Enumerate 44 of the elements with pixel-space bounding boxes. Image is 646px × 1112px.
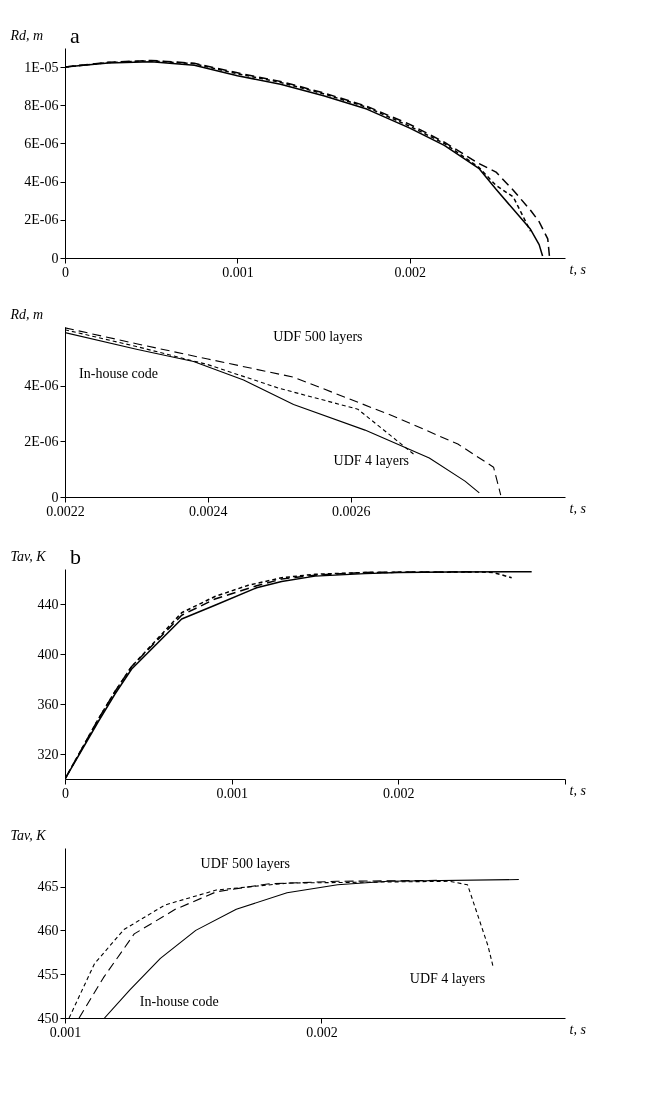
y-tick-label: 2E-06 [24,433,59,449]
y-tick-label: 4E-06 [24,174,59,190]
y-axis-title: Rd, m [9,27,44,43]
y-tick-label: 4E-06 [24,378,59,394]
y-tick-label: 2E-06 [24,212,59,228]
y-tick-label: 6E-06 [24,135,59,151]
y-axis-title: Rd, m [9,306,44,322]
x-tick-label: 0.002 [394,264,427,280]
x-tick-label: 0.002 [383,785,415,801]
y-tick-label: 460 [37,922,59,938]
series-label: In-house code [79,365,159,381]
y-tick-label: 0 [51,489,59,505]
chart-title: a [70,23,80,48]
y-tick-label: 400 [37,646,59,662]
x-tick-label: 0 [62,264,69,280]
y-tick-label: 8E-06 [24,97,59,113]
x-axis-title: t, s [569,500,587,516]
y-tick-label: 320 [37,746,59,762]
y-tick-label: 360 [37,696,59,712]
y-tick-label: 450 [37,1010,59,1026]
series-label: In-house code [139,993,219,1009]
y-tick-label: 440 [37,596,59,612]
series-label: UDF 500 layers [200,856,290,872]
x-tick-label: 0.002 [306,1024,338,1040]
x-tick-label: 0 [62,785,69,801]
x-tick-label: 0.0026 [331,503,371,519]
y-axis-title: Tav, K [10,827,47,843]
y-tick-label: 0 [51,250,59,266]
y-tick-label: 1E-05 [24,59,59,75]
x-tick-label: 0.0022 [46,503,85,519]
x-tick-label: 0.001 [216,785,248,801]
series-label: UDF 4 layers [409,971,486,987]
y-tick-label: 465 [37,879,59,895]
chart-title: b [70,544,81,569]
x-axis-title: t, s [569,782,587,798]
y-axis-title: Tav, K [10,548,47,564]
x-tick-label: 0.001 [222,264,254,280]
x-tick-label: 0.001 [49,1024,82,1040]
x-axis-title: t, s [569,261,587,277]
y-tick-label: 455 [37,966,59,982]
x-axis-title: t, s [569,1021,587,1037]
x-tick-label: 0.0024 [189,503,228,519]
series-label: UDF 4 layers [333,453,409,469]
text: UDF 500 layers [273,329,363,345]
